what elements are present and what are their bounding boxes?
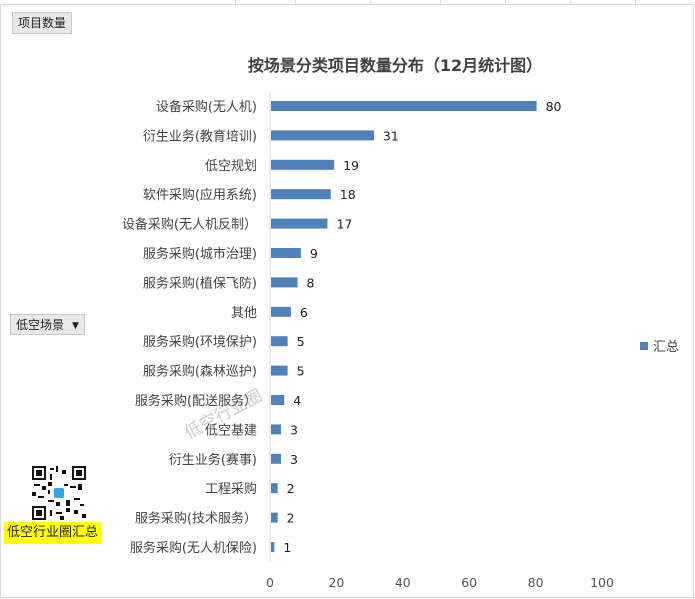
- bar: [271, 130, 374, 141]
- x-tick-label: 60: [461, 575, 477, 590]
- category-label: 衍生业务(赛事): [169, 452, 257, 468]
- data-label: 2: [287, 481, 295, 496]
- bar: [271, 101, 537, 111]
- bar: [271, 483, 278, 494]
- values-field-button[interactable]: 项目数量: [12, 12, 73, 34]
- category-label: 衍生业务(教育培训): [143, 128, 257, 144]
- x-tick-label: 20: [328, 575, 344, 590]
- x-tick-label: 40: [395, 575, 411, 590]
- qr-caption: 低空行业圈汇总: [4, 522, 102, 544]
- x-tick-label: 0: [266, 575, 274, 590]
- category-label: 设备采购(无人机): [156, 99, 257, 115]
- data-label: 5: [297, 364, 305, 379]
- bar: [271, 336, 288, 347]
- data-label: 3: [290, 422, 298, 437]
- data-label: 4: [293, 393, 301, 408]
- data-label: 5: [297, 334, 305, 349]
- axis-field-label: 低空场景: [16, 318, 65, 332]
- data-label: 8: [307, 275, 315, 290]
- data-label: 31: [383, 128, 399, 143]
- data-label: 2: [287, 511, 295, 526]
- data-label: 18: [340, 187, 356, 202]
- bar: [271, 159, 335, 170]
- bar: [271, 453, 281, 464]
- x-tick-label: 80: [528, 575, 544, 590]
- data-label: 19: [343, 158, 359, 173]
- bar: [271, 306, 291, 317]
- category-label: 服务采购(植保飞防): [143, 275, 257, 291]
- data-label: 1: [283, 540, 291, 555]
- legend: 汇总: [640, 336, 679, 355]
- legend-swatch: [640, 342, 648, 350]
- sheet-gridlines: [0, 0, 695, 4]
- category-label: 服务采购(无人机保险): [130, 540, 257, 556]
- category-label: 服务采购(技术服务）: [135, 511, 257, 527]
- category-label: 工程采购: [205, 481, 257, 497]
- qr-code-icon: [32, 466, 86, 520]
- axis-field-filter-button[interactable]: 低空场景 ▼: [10, 314, 85, 335]
- bar: [271, 277, 298, 288]
- data-label: 80: [546, 99, 562, 114]
- bar: [271, 365, 288, 376]
- bar: [271, 189, 331, 200]
- data-label: 6: [300, 305, 308, 320]
- category-label: 低空规划: [205, 159, 257, 174]
- bar: [271, 424, 281, 435]
- category-label: 服务采购(配送服务）: [135, 393, 257, 409]
- category-label: 设备采购(无人机反制）: [122, 217, 257, 233]
- bar: [271, 218, 328, 229]
- category-label: 服务采购(城市治理): [143, 246, 257, 262]
- bar: [271, 395, 285, 405]
- category-label: 服务采购(森林巡护): [143, 364, 257, 380]
- bar: [271, 248, 301, 258]
- x-tick-label: 100: [590, 575, 614, 590]
- data-label: 3: [290, 452, 298, 467]
- chart-title: 按场景分类项目数量分布（12月统计图）: [247, 56, 543, 75]
- category-label: 服务采购(环境保护): [143, 334, 257, 350]
- category-label: 软件采购(应用系统): [143, 187, 257, 203]
- bar: [271, 512, 278, 523]
- category-label: 低空基建: [205, 423, 257, 438]
- values-field-label: 项目数量: [18, 16, 67, 30]
- data-label: 9: [310, 246, 318, 261]
- dropdown-arrow-icon[interactable]: ▼: [72, 321, 79, 331]
- category-label: 其他: [231, 306, 257, 321]
- bar: [271, 542, 275, 552]
- data-label: 17: [336, 217, 352, 232]
- legend-label: 汇总: [653, 340, 680, 355]
- chart-area: [0, 4, 694, 598]
